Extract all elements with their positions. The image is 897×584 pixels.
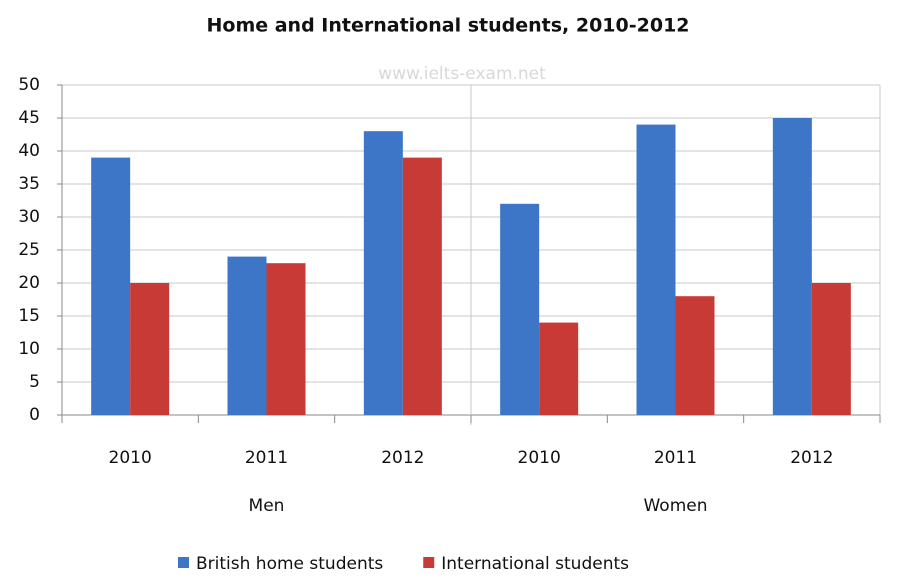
y-tick-label: 5 xyxy=(29,372,40,392)
legend-label: International students xyxy=(441,554,629,574)
bar xyxy=(266,263,306,415)
group-label: Women xyxy=(643,496,707,516)
chart-title: Home and International students, 2010-20… xyxy=(206,15,689,37)
y-tick-label: 10 xyxy=(18,339,40,359)
y-tick-label: 25 xyxy=(18,240,40,260)
y-tick-label: 50 xyxy=(18,75,40,95)
y-tick-label: 40 xyxy=(18,141,40,161)
legend-label: British home students xyxy=(196,554,383,574)
y-tick-label: 15 xyxy=(18,306,40,326)
bar xyxy=(539,322,579,415)
bar xyxy=(130,283,170,415)
y-tick-label: 20 xyxy=(18,273,40,293)
x-tick-label: 2011 xyxy=(245,448,288,468)
bar xyxy=(91,157,131,415)
y-tick-label: 30 xyxy=(18,207,40,227)
legend-swatch xyxy=(423,557,435,568)
x-tick-label: 2011 xyxy=(654,448,697,468)
x-tick-label: 2012 xyxy=(381,448,424,468)
x-tick-label: 2012 xyxy=(790,448,833,468)
x-tick-label: 2010 xyxy=(109,448,152,468)
bar xyxy=(772,118,812,415)
bar xyxy=(811,283,851,415)
bar xyxy=(636,124,676,415)
legend-swatch xyxy=(178,557,189,568)
bar xyxy=(363,131,403,415)
x-tick-label: 2010 xyxy=(518,448,561,468)
bar xyxy=(402,157,442,415)
y-tick-label: 0 xyxy=(29,405,40,425)
bar xyxy=(675,296,715,415)
watermark: www.ielts-exam.net xyxy=(378,64,546,84)
bar xyxy=(227,256,267,415)
y-tick-label: 35 xyxy=(18,174,40,194)
y-tick-label: 45 xyxy=(18,108,40,128)
group-label: Men xyxy=(249,496,285,516)
bar xyxy=(500,203,540,415)
